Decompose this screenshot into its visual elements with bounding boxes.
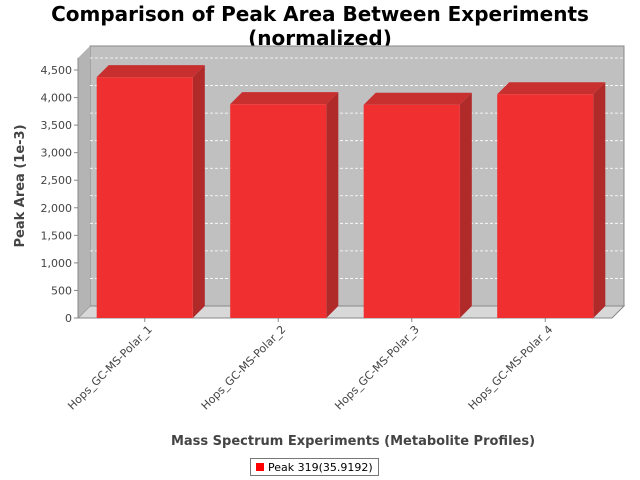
- bar: [230, 92, 339, 319]
- bar: [497, 82, 606, 318]
- bar-top: [363, 92, 472, 105]
- y-tick-label: 4,500: [41, 64, 73, 77]
- bar-front: [363, 104, 460, 318]
- x-tick-label: Hops_GC-MS-Polar_3: [332, 323, 422, 413]
- legend: Peak 319(35.9192): [250, 458, 379, 476]
- bar-side: [326, 92, 339, 319]
- bar-side: [459, 92, 472, 318]
- bar-top: [230, 92, 339, 105]
- bar-front: [96, 77, 193, 318]
- bar-front: [230, 104, 327, 319]
- bar-side: [192, 65, 205, 318]
- plot-left-wall: [78, 46, 90, 318]
- bar-side: [593, 82, 606, 318]
- y-tick-label: 2,000: [41, 202, 73, 215]
- y-tick-label: 1,000: [41, 257, 73, 270]
- chart-title-main: Comparison of Peak Area Between Experime…: [51, 2, 589, 26]
- x-tick-label: Hops_GC-MS-Polar_1: [65, 323, 155, 413]
- y-tick-label: 3,000: [41, 147, 73, 160]
- y-axis-label: Peak Area (1e-3): [13, 124, 28, 247]
- y-tick-label: 3,500: [41, 119, 73, 132]
- chart-title: Comparison of Peak Area Between Experime…: [0, 2, 640, 50]
- x-tick-label: Hops_GC-MS-Polar_2: [199, 323, 289, 413]
- bar-front: [497, 94, 594, 318]
- y-tick-label: 500: [51, 284, 72, 297]
- y-tick-label: 1,500: [41, 229, 73, 242]
- x-axis-label: Mass Spectrum Experiments (Metabolite Pr…: [171, 434, 535, 449]
- bar-top: [96, 65, 205, 78]
- bars: [96, 65, 606, 319]
- legend-label: Peak 319(35.9192): [268, 460, 373, 474]
- y-tick-label: 0: [65, 312, 72, 325]
- bar-top: [497, 82, 606, 95]
- x-tick-label: Hops_GC-MS-Polar_4: [466, 323, 556, 413]
- y-tick-label: 2,500: [41, 174, 73, 187]
- y-tick-label: 4,000: [41, 92, 73, 105]
- bar: [363, 92, 472, 318]
- y-axis-ticks: 0 500 1,000 1,500 2,000 2,500 3,000 3,500 4,000 4…: [41, 64, 78, 325]
- legend-swatch: [256, 463, 264, 471]
- bar: [96, 65, 205, 318]
- x-axis-ticks: Hops_GC-MS-Polar_1 Hops_GC-MS-Polar_2 Hops…: [65, 318, 555, 412]
